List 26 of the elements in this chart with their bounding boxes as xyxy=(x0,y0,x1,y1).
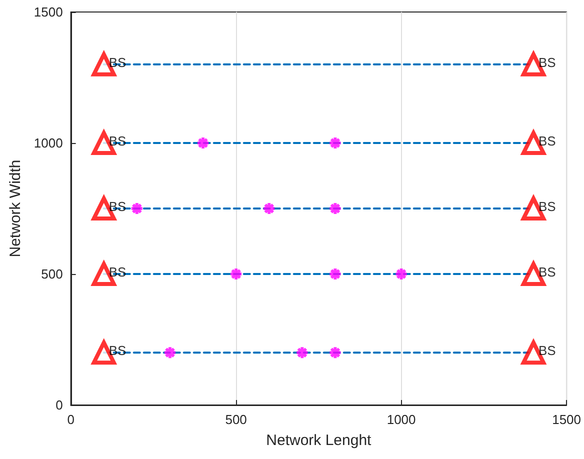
point xyxy=(130,202,144,216)
x-tick-label: 500 xyxy=(225,412,247,427)
point xyxy=(328,202,342,216)
point xyxy=(262,202,276,216)
data-label: BS xyxy=(538,199,556,214)
point xyxy=(328,136,342,150)
x-tick-label: 1000 xyxy=(386,412,416,427)
point xyxy=(328,346,342,360)
x-tick-label: 1500 xyxy=(552,412,581,427)
y-tick-label: 1500 xyxy=(34,4,63,20)
point xyxy=(295,346,310,360)
data-label: BS xyxy=(538,264,556,280)
point xyxy=(328,267,342,281)
y-tick-label: 500 xyxy=(41,266,63,282)
data-label: BS xyxy=(538,134,556,148)
y-tick-label: 1000 xyxy=(34,136,63,150)
point xyxy=(229,267,244,281)
point xyxy=(162,346,177,360)
y-tick-label: 0 xyxy=(56,398,63,412)
data-label: BS xyxy=(538,54,556,70)
data-label: BS xyxy=(538,343,556,358)
point xyxy=(394,267,408,281)
x-tick-label: 0 xyxy=(67,412,74,427)
y-axis-title: Network Width xyxy=(7,160,24,258)
point xyxy=(196,136,210,150)
x-axis-title: Network Lenght xyxy=(266,432,372,449)
